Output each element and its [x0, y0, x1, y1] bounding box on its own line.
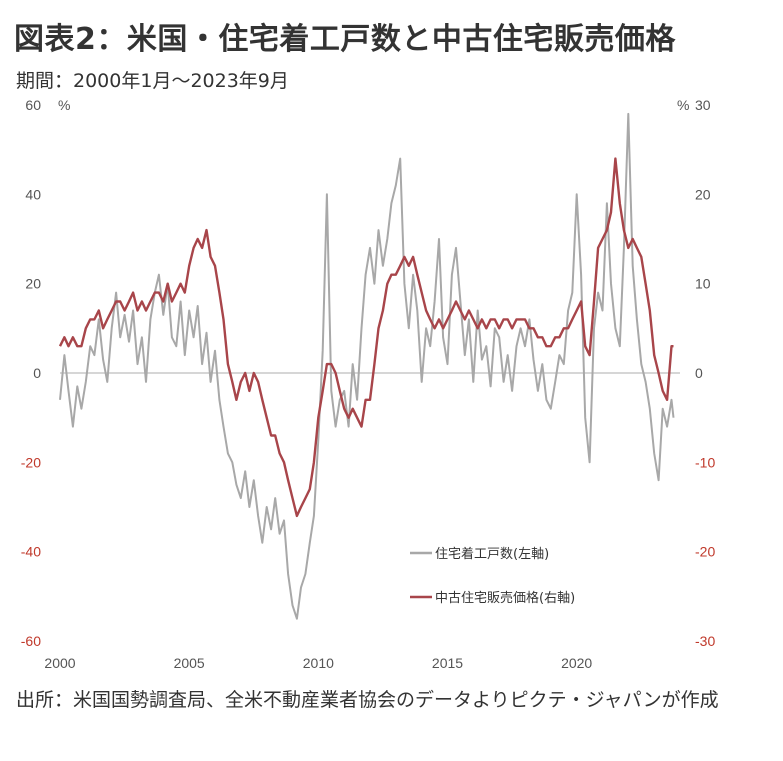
right-tick-label: 20	[695, 186, 711, 202]
left-tick-label: -20	[21, 454, 41, 470]
left-unit-label: %	[58, 97, 70, 113]
legend-label-price: 中古住宅販売価格(右軸)	[435, 590, 575, 606]
x-tick-label: 2020	[561, 655, 592, 671]
x-tick-label: 2000	[44, 655, 75, 671]
right-tick-label: -20	[695, 544, 715, 560]
left-tick-label: -60	[21, 633, 41, 649]
left-tick-label: 40	[25, 186, 41, 202]
right-tick-label: 30	[695, 97, 711, 113]
right-tick-label: 0	[695, 365, 703, 381]
source-note: 出所：米国国勢調査局、全米不動産業者協会のデータよりピクテ・ジャパンが作成	[16, 689, 719, 711]
left-tick-label: 60	[25, 97, 41, 113]
right-tick-label: 10	[695, 276, 711, 292]
x-tick-label: 2005	[174, 655, 205, 671]
chart-title: 図表2：米国・住宅着工戸数と中古住宅販売価格	[14, 22, 676, 57]
right-tick-label: -30	[695, 633, 715, 649]
right-unit-label: %	[677, 97, 689, 113]
left-tick-label: -40	[21, 544, 41, 560]
series-line-price	[58, 157, 674, 518]
right-tick-label: -10	[695, 454, 715, 470]
x-tick-label: 2015	[432, 655, 463, 671]
legend-label-starts: 住宅着工戸数(左軸)	[435, 546, 549, 562]
series-line-starts	[59, 112, 675, 620]
left-tick-label: 20	[25, 276, 41, 292]
chart-period: 期間：2000年1月～2023年9月	[16, 70, 289, 92]
chart-series	[58, 112, 675, 620]
x-tick-label: 2010	[303, 655, 334, 671]
left-tick-label: 0	[33, 365, 41, 381]
chart-legend: 住宅着工戸数(左軸) 中古住宅販売価格(右軸)	[410, 546, 575, 606]
